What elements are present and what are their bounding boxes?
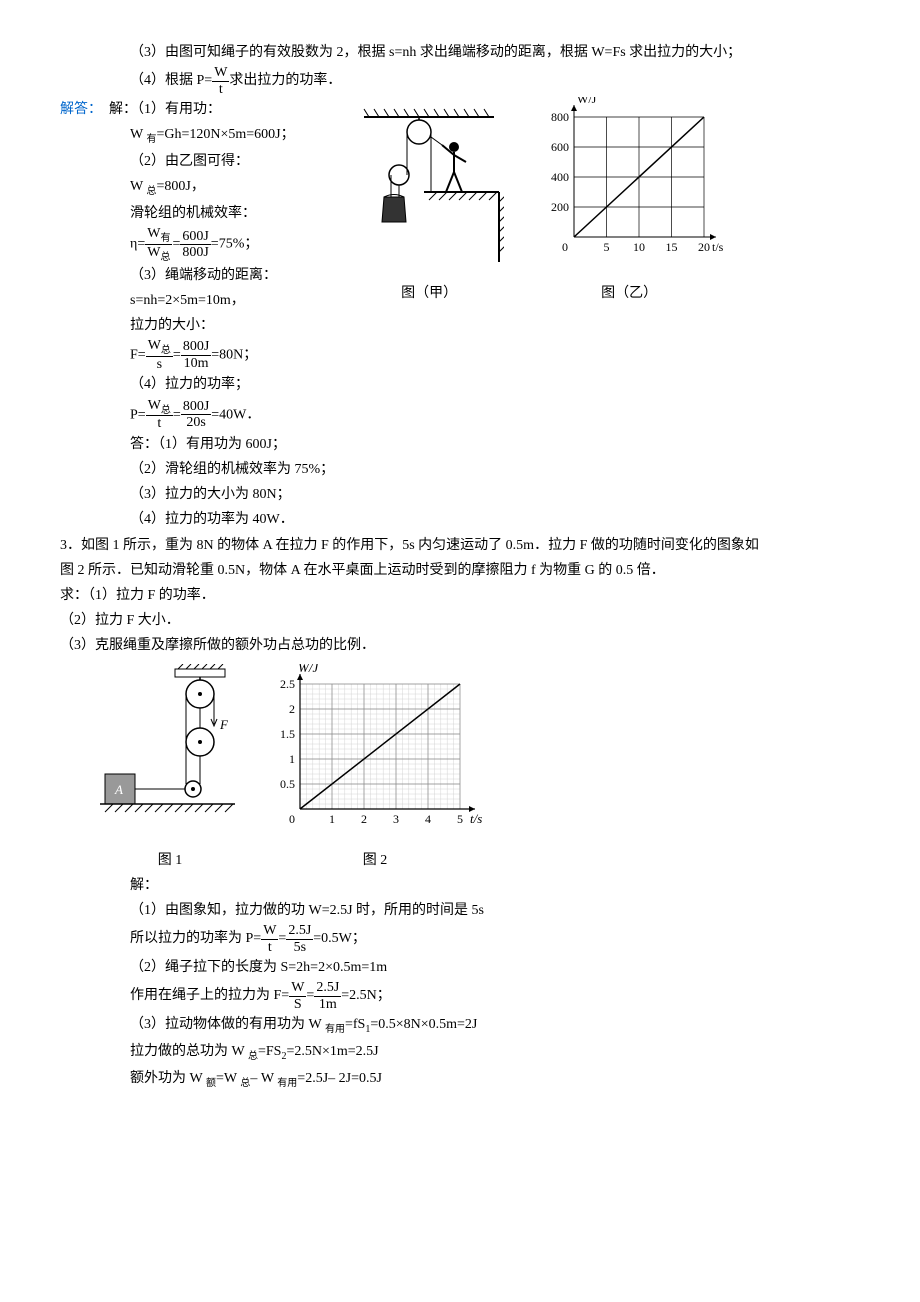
svg-text:200: 200 xyxy=(551,200,569,214)
problem3-line3: 求：（1）拉力 F 的功率． xyxy=(60,583,860,608)
svg-text:400: 400 xyxy=(551,170,569,184)
sol-line-power: P=W总t=800J20s=40W． xyxy=(130,398,334,432)
svg-text:F: F xyxy=(219,717,229,732)
svg-text:1.5: 1.5 xyxy=(280,727,295,741)
sol-line-force: F=W总s=800J10m=80N； xyxy=(130,338,334,372)
svg-text:5: 5 xyxy=(457,812,463,826)
problem3-line1: 3．如图 1 所示，重为 8N 的物体 A 在拉力 F 的作用下，5s 内匀速运… xyxy=(60,533,860,558)
answer-label: 解答： xyxy=(60,102,102,117)
p3-sol-line: 所以拉力的功率为 P=Wt=2.5J5s=0.5W； xyxy=(130,923,860,955)
svg-text:0: 0 xyxy=(289,812,295,826)
ans-line: （3）拉力的大小为 80N； xyxy=(130,482,334,507)
intro-part4: （4）根据 P=Wt求出拉力的功率． xyxy=(130,65,860,97)
p3-sol-line: （1）由图象知，拉力做的功 W=2.5J 时，所用的时间是 5s xyxy=(130,898,860,923)
svg-text:2.5: 2.5 xyxy=(280,677,295,691)
intro-part3: （3）由图可知绳子的有效股数为 2，根据 s=nh 求出绳端移动的距离，根据 W… xyxy=(130,40,860,65)
svg-text:2: 2 xyxy=(289,702,295,716)
svg-text:3: 3 xyxy=(393,812,399,826)
ans-line: 答：（1）有用功为 600J； xyxy=(130,432,334,457)
p3-sol-line: 作用在绳子上的拉力为 F=WS=2.5J1m=2.5N； xyxy=(130,980,860,1012)
p3-sol-line: 拉力做的总功为 W 总=FS2=2.5N×1m=2.5J xyxy=(130,1039,860,1066)
sol-line-eta: η=W有W总=600J800J=75%； xyxy=(130,226,334,263)
svg-text:5: 5 xyxy=(604,240,610,254)
svg-text:W/J: W/J xyxy=(298,664,319,675)
svg-text:t/s: t/s xyxy=(712,240,724,254)
sol-line: （3）绳端移动的距离： xyxy=(130,263,334,288)
svg-text:t/s: t/s xyxy=(470,811,482,826)
sol-line: 滑轮组的机械效率： xyxy=(130,201,334,226)
svg-text:800: 800 xyxy=(551,110,569,124)
svg-text:4: 4 xyxy=(425,812,431,826)
svg-text:2: 2 xyxy=(361,812,367,826)
problem3-line5: （3）克服绳重及摩擦所做的额外功占总功的比例． xyxy=(60,633,860,658)
svg-text:600: 600 xyxy=(551,140,569,154)
svg-text:1: 1 xyxy=(329,812,335,826)
figure1-pulley: F A 图 1 xyxy=(100,664,240,873)
sol-line: （2）由乙图可得： xyxy=(130,149,334,174)
svg-text:1: 1 xyxy=(289,752,295,766)
p3-sol-line: （3）拉动物体做的有用功为 W 有用=fS1=0.5×8N×0.5m=2J xyxy=(130,1012,860,1039)
svg-text:20: 20 xyxy=(698,240,710,254)
svg-text:W/J: W/J xyxy=(577,97,597,106)
sol-line: 拉力的大小： xyxy=(130,313,334,338)
p3-sol-line: （2）绳子拉下的长度为 S=2h=2×0.5m=1m xyxy=(130,955,860,980)
p3-sol-label: 解： xyxy=(130,873,860,898)
problem3-line2: 图 2 所示．已知动滑轮重 0.5N，物体 A 在水平桌面上运动时受到的摩擦阻力… xyxy=(60,558,860,583)
sol-line: W 总=800J， xyxy=(130,174,334,201)
svg-text:0: 0 xyxy=(562,240,568,254)
problem3-line4: （2）拉力 F 大小． xyxy=(60,608,860,633)
answer-label-row: 解答： 解：（1）有用功： xyxy=(60,97,334,122)
figure2-chart: 123450.511.522.50W/Jt/s 图 2 xyxy=(260,664,490,873)
figure-jia: 图（甲） xyxy=(354,97,504,306)
svg-text:0.5: 0.5 xyxy=(280,777,295,791)
figure-yi-chart: 51015202004006008000W/Jt/s 图（乙） xyxy=(534,97,724,306)
svg-text:10: 10 xyxy=(633,240,645,254)
svg-text:15: 15 xyxy=(666,240,678,254)
sol-line: W 有=Gh=120N×5m=600J； xyxy=(130,122,334,149)
sol-line: s=nh=2×5m=10m， xyxy=(130,288,334,313)
svg-text:A: A xyxy=(114,782,123,797)
p3-sol-line: 额外功为 W 额=W 总– W 有用=2.5J– 2J=0.5J xyxy=(130,1066,860,1093)
ans-line: （2）滑轮组的机械效率为 75%； xyxy=(130,457,334,482)
ans-line: （4）拉力的功率为 40W． xyxy=(130,507,334,532)
sol-line: （4）拉力的功率； xyxy=(130,372,334,397)
